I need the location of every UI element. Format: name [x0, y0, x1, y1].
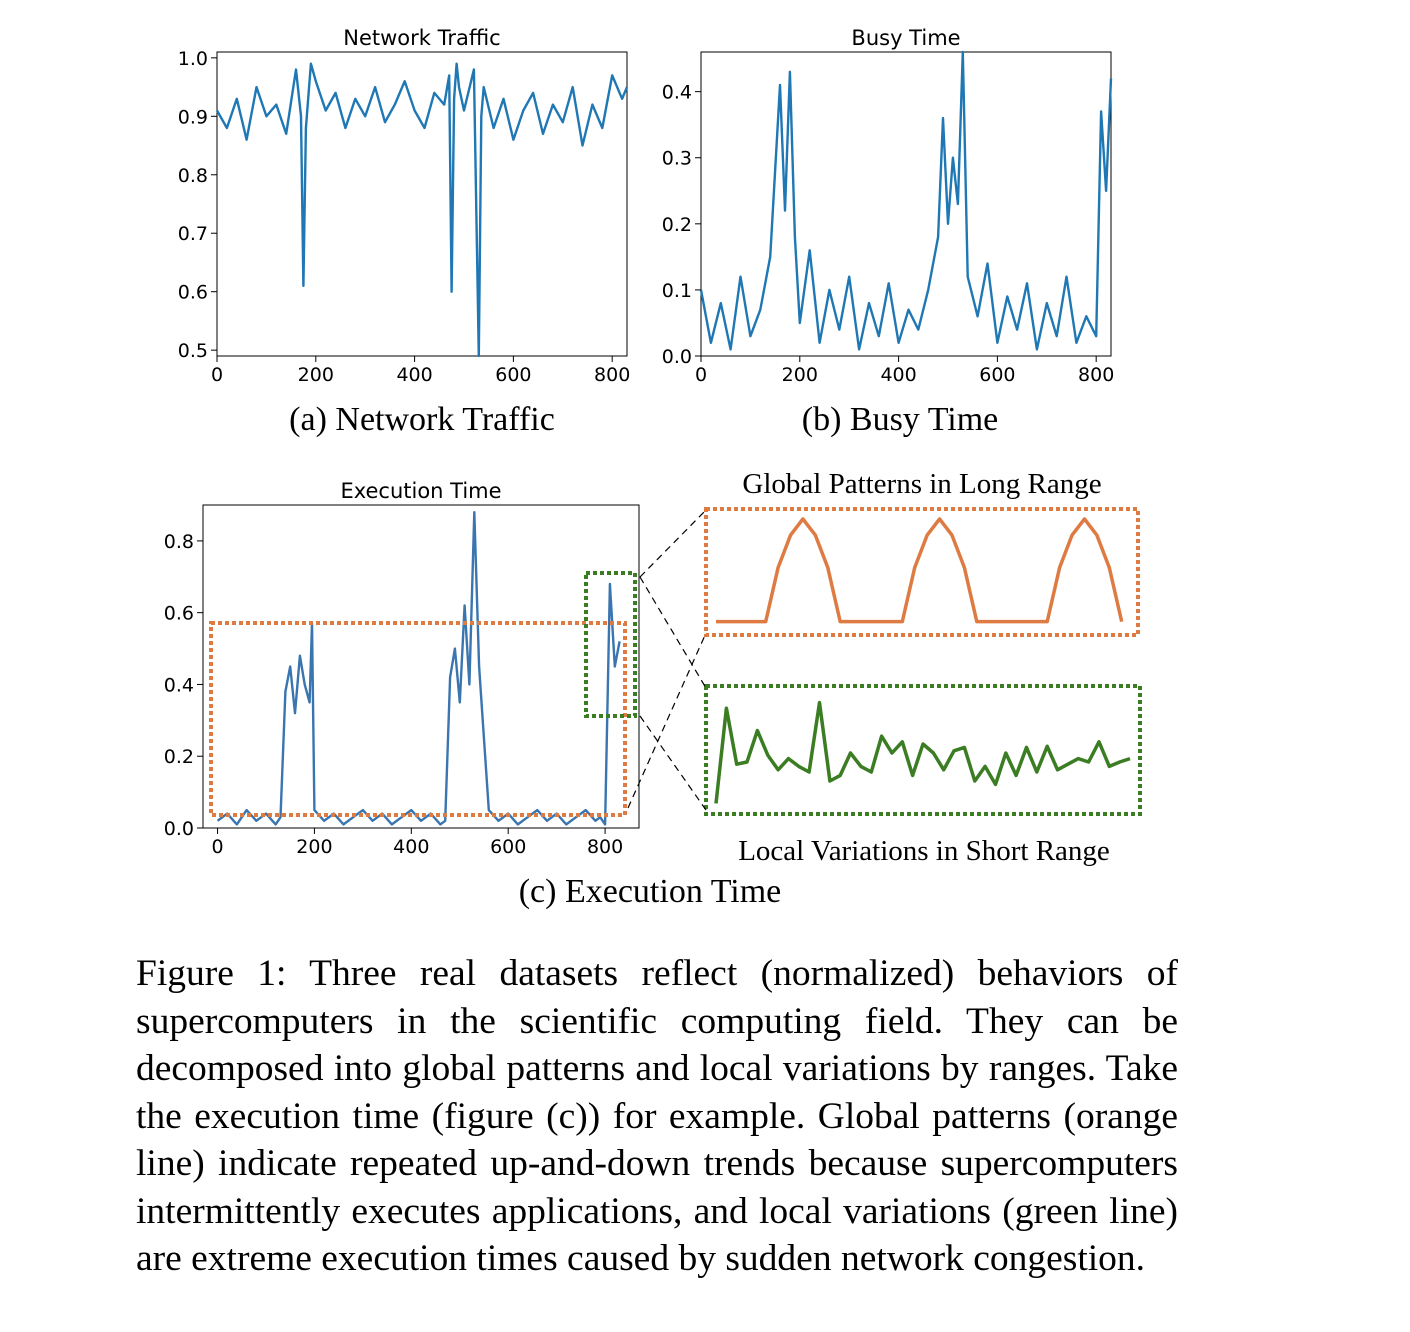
x-tick-label: 400 — [393, 836, 429, 858]
x-tick-label: 0 — [211, 836, 223, 858]
y-tick-label: 0.9 — [178, 106, 208, 128]
connector-local-top — [627, 632, 707, 809]
connector-global-top — [639, 509, 707, 578]
y-tick-label: 0.6 — [178, 282, 208, 304]
x-tick-label: 200 — [298, 364, 334, 386]
panel-c-title: Execution Time — [340, 479, 501, 503]
series-line-inset-local — [714, 700, 1131, 804]
panel-a-frame — [216, 51, 628, 357]
highlight-local-box — [584, 571, 637, 718]
y-tick-label: 0.4 — [164, 674, 194, 696]
connector-local-bottom — [639, 715, 707, 811]
y-tick-label: 0.8 — [164, 531, 194, 553]
panel-network-traffic: Network Traffic (a) Network Traffic 0 200… — [178, 26, 631, 438]
highlight-global-box — [209, 621, 627, 817]
panel-c-frame — [202, 504, 640, 829]
x-tick-label: 0 — [211, 364, 223, 386]
y-tick-label: 1.0 — [178, 48, 208, 70]
y-tick-label: 0.4 — [662, 82, 692, 104]
panel-b-frame — [700, 51, 1112, 357]
figure-canvas: Network Traffic (a) Network Traffic 0 200… — [164, 26, 1142, 910]
series-line-b — [699, 50, 1113, 351]
y-tick-label: 0.1 — [662, 280, 692, 302]
panel-c-subcaption: (c) Execution Time — [519, 873, 782, 910]
connector-global-bottom — [639, 576, 707, 689]
panel-execution-time: Execution Time (c) Execution Time 0 200 40… — [164, 479, 781, 910]
x-tick-label: 0 — [695, 364, 707, 386]
series-line-c — [216, 511, 621, 826]
series-line-a — [215, 62, 629, 358]
y-tick-label: 0.3 — [662, 148, 692, 170]
x-tick-label: 400 — [396, 364, 432, 386]
inset-global-box — [704, 507, 1140, 637]
series-line-inset-global — [716, 517, 1124, 624]
inset-global-label: Global Patterns in Long Range — [742, 468, 1101, 500]
x-tick-label: 600 — [495, 364, 531, 386]
x-tick-label: 800 — [1078, 364, 1114, 386]
y-tick-label: 0.6 — [164, 603, 194, 625]
x-tick-label: 400 — [880, 364, 916, 386]
x-tick-label: 200 — [782, 364, 818, 386]
x-tick-label: 600 — [979, 364, 1015, 386]
y-tick-label: 0.8 — [178, 165, 208, 187]
inset-global-patterns: Global Patterns in Long Range — [704, 468, 1140, 637]
y-tick-label: 0.0 — [662, 346, 692, 368]
panel-b-title: Busy Time — [851, 26, 960, 50]
y-tick-label: 0.2 — [662, 214, 692, 236]
y-tick-label: 0.7 — [178, 223, 208, 245]
y-tick-label: 0.0 — [164, 818, 194, 840]
inset-local-variations: Local Variations in Short Range — [704, 684, 1142, 867]
x-tick-label: 200 — [296, 836, 332, 858]
panel-b-subcaption: (b) Busy Time — [802, 401, 999, 438]
panel-busy-time: Busy Time (b) Busy Time 0 200 400 600 800 0.0… — [662, 26, 1115, 438]
figure-caption: Figure 1: Three real datasets reflect (n… — [136, 953, 1178, 1279]
y-tick-label: 0.2 — [164, 746, 194, 768]
x-tick-label: 600 — [490, 836, 526, 858]
inset-local-box — [704, 684, 1142, 816]
x-tick-label: 800 — [587, 836, 623, 858]
panel-a-subcaption: (a) Network Traffic — [289, 401, 555, 438]
y-tick-label: 0.5 — [178, 340, 208, 362]
inset-local-label: Local Variations in Short Range — [738, 835, 1110, 867]
panel-a-title: Network Traffic — [343, 26, 500, 50]
x-tick-label: 800 — [594, 364, 630, 386]
